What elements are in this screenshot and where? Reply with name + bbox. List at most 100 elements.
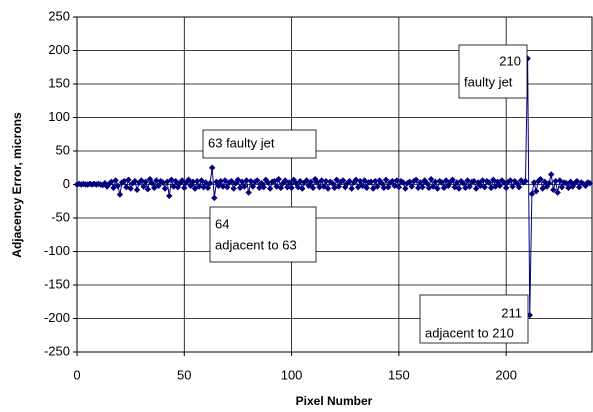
marker: [228, 177, 235, 185]
marker: [163, 178, 171, 186]
marker: [181, 184, 188, 192]
marker: [224, 183, 231, 191]
y-tick-label: -150: [44, 276, 70, 291]
marker: [247, 177, 255, 185]
marker: [258, 179, 265, 187]
marker: [380, 184, 388, 192]
marker: [502, 184, 510, 192]
annotation-box: [458, 44, 528, 99]
y-tick-label: 50: [56, 142, 70, 157]
marker: [384, 183, 392, 191]
marker: [344, 179, 351, 187]
marker: [490, 176, 497, 184]
x-tick-label: 0: [73, 367, 80, 382]
marker: [571, 179, 579, 187]
annotation-text: adjacent to 210: [425, 325, 514, 340]
marker: [200, 183, 207, 191]
marker: [309, 184, 317, 192]
marker: [395, 183, 403, 191]
annotation-text: faulty jet: [464, 74, 513, 89]
marker: [170, 183, 177, 190]
annotation-text: 64: [215, 216, 229, 231]
marker: [427, 175, 435, 183]
marker: [161, 185, 169, 192]
marker: [307, 178, 315, 186]
marker: [455, 185, 463, 192]
marker: [202, 179, 209, 186]
marker: [204, 184, 212, 192]
marker: [275, 175, 282, 183]
marker: [266, 185, 274, 192]
marker: [372, 177, 379, 185]
marker: [176, 179, 184, 187]
marker: [496, 182, 503, 190]
annotation-text: adjacent to 63: [215, 237, 297, 252]
marker: [110, 184, 117, 192]
x-tick-label: 150: [388, 367, 410, 382]
marker: [423, 179, 430, 187]
marker: [290, 176, 297, 184]
marker: [545, 179, 553, 187]
marker: [144, 185, 152, 193]
marker: [412, 176, 420, 184]
marker: [318, 177, 325, 184]
marker: [279, 179, 287, 187]
y-tick-label: -200: [44, 310, 70, 325]
marker: [492, 183, 499, 190]
marker: [217, 177, 224, 185]
marker: [101, 179, 109, 187]
marker: [324, 185, 332, 192]
marker: [125, 176, 132, 184]
marker: [520, 179, 527, 186]
annotation-text: 210: [499, 53, 521, 68]
y-tick-label: 200: [48, 42, 70, 57]
y-tick-label: -100: [44, 243, 70, 258]
marker: [215, 182, 222, 190]
annotation-box: [419, 294, 529, 344]
marker: [382, 176, 390, 184]
marker: [586, 179, 593, 187]
marker: [241, 183, 248, 190]
marker: [256, 184, 263, 192]
marker: [500, 179, 508, 186]
marker: [131, 177, 139, 185]
marker: [208, 164, 216, 171]
marker: [142, 178, 149, 186]
marker: [466, 183, 473, 190]
marker: [363, 184, 370, 192]
marker: [243, 177, 250, 184]
marker: [193, 177, 201, 185]
marker: [558, 183, 566, 191]
marker: [528, 190, 536, 198]
marker: [249, 183, 257, 190]
y-tick-label: 0: [63, 176, 70, 191]
marker: [288, 184, 295, 192]
annotation-text: 63 faulty jet: [208, 135, 275, 150]
marker: [460, 179, 467, 187]
x-tick-label: 100: [281, 367, 303, 382]
marker: [316, 183, 323, 191]
marker: [578, 179, 585, 186]
marker: [548, 171, 555, 178]
marker: [445, 182, 452, 190]
marker: [219, 183, 227, 190]
marker: [554, 189, 561, 196]
marker: [157, 177, 164, 185]
marker: [485, 179, 493, 186]
marker: [305, 182, 312, 190]
y-tick-label: 150: [48, 75, 70, 90]
marker: [183, 179, 190, 186]
marker: [196, 183, 203, 190]
marker: [299, 185, 306, 192]
marker: [286, 179, 293, 186]
marker: [116, 191, 124, 198]
marker: [367, 178, 375, 186]
marker: [432, 178, 439, 186]
marker: [509, 183, 516, 190]
marker: [434, 185, 441, 192]
marker: [148, 179, 156, 187]
marker: [254, 177, 261, 184]
marker: [123, 183, 130, 191]
marker: [189, 178, 197, 186]
